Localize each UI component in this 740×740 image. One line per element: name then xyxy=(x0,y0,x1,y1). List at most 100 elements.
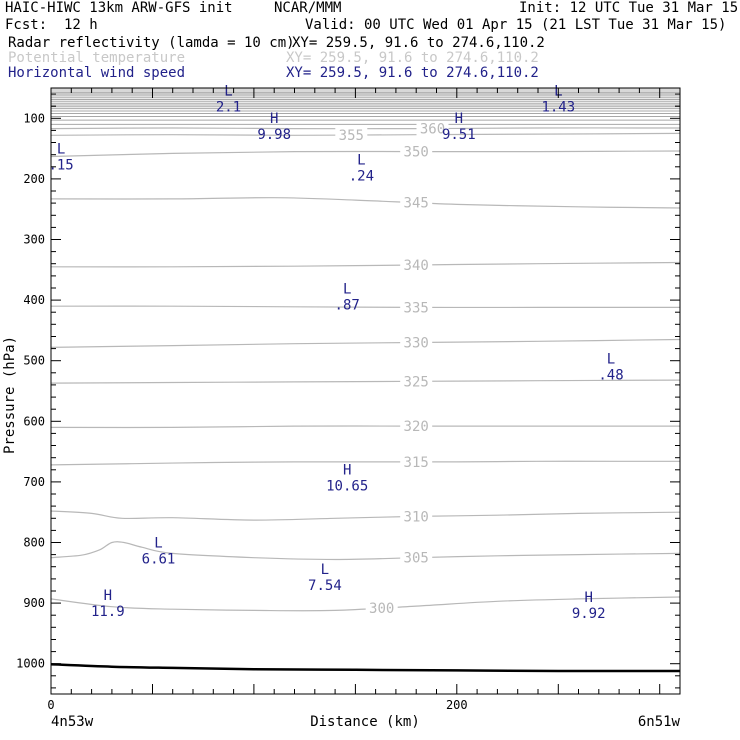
wind-extremum-value: 9.92 xyxy=(572,606,606,622)
theta-label-bg xyxy=(416,121,449,136)
wind-extremum-high-marker: H xyxy=(343,463,351,479)
y-tick-label: 800 xyxy=(23,536,45,550)
theta-label-bg xyxy=(400,550,433,565)
upper-contour-group xyxy=(51,92,680,125)
wind-extremum-low-marker: L xyxy=(343,281,351,297)
upper-contour-band xyxy=(51,88,680,93)
wind-extremum-value: .87 xyxy=(335,297,360,313)
theta-label-355: 355 xyxy=(339,128,364,144)
wind-extremum-value: 9.98 xyxy=(257,127,291,143)
y-axis-ticks: 100 200 300 400 500 600 700 800 900 1000 xyxy=(16,93,680,689)
theta-label-bg xyxy=(400,509,433,524)
theta-contour-335 xyxy=(51,305,680,309)
y-tick-label: 300 xyxy=(23,233,45,247)
theta-label-305: 305 xyxy=(404,551,429,567)
theta-label-bg xyxy=(335,128,368,142)
terrain-group xyxy=(51,663,680,673)
x-tick-label: 200 xyxy=(446,698,468,712)
field-theta-name: Potential temperature xyxy=(8,50,186,66)
theta-label-bg xyxy=(400,419,433,434)
y-tick-label: 500 xyxy=(23,354,45,368)
wind-extremum-low-marker: L xyxy=(607,352,615,368)
wind-extremum-high-marker: H xyxy=(584,590,592,606)
theta-label-360: 360 xyxy=(420,122,445,138)
y-tick-label: 200 xyxy=(23,172,45,186)
theta-label-320: 320 xyxy=(404,419,429,435)
wind-extremum-high-marker: H xyxy=(104,588,112,604)
theta-contour-350 xyxy=(51,150,680,158)
wind-extremum-value: .48 xyxy=(598,368,623,384)
theta-label-bg xyxy=(400,195,433,210)
wind-extremum-low-marker: L xyxy=(357,152,365,168)
wind-extremum-value: .15 xyxy=(48,157,73,173)
wind-extremum-value: 9.51 xyxy=(442,127,476,143)
left-endpoint-label: 4n53w xyxy=(51,714,94,730)
y-axis-title: Pressure (hPa) xyxy=(2,336,18,454)
theta-label-bg xyxy=(400,300,433,315)
field-wind-xy: XY= 259.5, 91.6 to 274.6,110.2 xyxy=(286,65,539,81)
wind-extremum-value: 10.65 xyxy=(326,479,368,495)
forecast-label: Fcst: xyxy=(5,17,48,33)
y-tick-label: 400 xyxy=(23,293,45,307)
theta-contour-group xyxy=(51,127,680,612)
theta-label-bg xyxy=(400,374,433,389)
theta-contour-325 xyxy=(51,379,680,384)
y-tick-label: 600 xyxy=(23,414,45,428)
theta-label-bg xyxy=(400,454,433,469)
theta-label-310: 310 xyxy=(404,509,429,525)
wind-extremum-low-marker: L xyxy=(224,83,232,99)
theta-label-350: 350 xyxy=(404,145,429,161)
wind-extremum-high-marker: H xyxy=(270,111,278,127)
forecast-hour: 12 h xyxy=(64,17,98,33)
field-wind-name: Horizontal wind speed xyxy=(8,65,186,81)
theta-label-330: 330 xyxy=(404,336,429,352)
field-reflectivity-xy: XY= 259.5, 91.6 to 274.6,110.2 xyxy=(292,35,545,51)
theta-label-300: 300 xyxy=(369,601,394,617)
theta-label-bg xyxy=(400,258,433,272)
theta-label-335: 335 xyxy=(404,300,429,316)
y-tick-label: 100 xyxy=(23,111,45,125)
wind-extremum-value: 1.43 xyxy=(541,99,575,115)
wind-extremum-low-marker: L xyxy=(321,562,329,578)
x-axis-ticks: 0 200 xyxy=(47,88,661,712)
wind-extremum-low-marker: L xyxy=(154,535,162,551)
wind-extremum-value: 6.61 xyxy=(142,551,176,567)
valid-time: Valid: 00 UTC Wed 01 Apr 15 (21 LST Tue … xyxy=(305,17,727,33)
y-tick-label: 900 xyxy=(23,596,45,610)
theta-label-bg xyxy=(400,335,433,350)
terrain-surface-line xyxy=(51,663,680,673)
theta-contour-305 xyxy=(51,541,680,561)
theta-contour-320 xyxy=(51,425,680,429)
theta-label-345: 345 xyxy=(404,196,429,212)
theta-contour-315 xyxy=(51,460,680,466)
theta-label-340: 340 xyxy=(404,258,429,274)
wind-extremum-value: 11.9 xyxy=(91,604,125,620)
theta-label-bg xyxy=(400,144,433,159)
model-title: HAIC-HIWC 13km ARW-GFS init xyxy=(5,0,233,16)
theta-contour-345 xyxy=(51,197,680,209)
x-axis-title: Distance (km) xyxy=(310,714,420,730)
wind-extremum-value: 2.1 xyxy=(216,99,241,115)
right-endpoint-label: 6n51w xyxy=(638,714,681,730)
theta-contour-300 xyxy=(51,596,680,612)
theta-contour-310 xyxy=(51,510,680,521)
wind-extremum-value: 7.54 xyxy=(308,578,342,594)
y-tick-label: 1000 xyxy=(16,657,45,671)
theta-label-group: 300 305 310 315 320 325 330 335 340 345 350 355 360 xyxy=(335,121,449,617)
field-reflectivity-name: Radar reflectivity (lamda = 10 cm) xyxy=(8,35,295,51)
theta-label-bg xyxy=(365,600,398,615)
wind-extremum-high-marker: H xyxy=(455,111,463,127)
x-tick-label: 0 xyxy=(47,698,54,712)
theta-contour-340 xyxy=(51,261,680,268)
org-label: NCAR/MMM xyxy=(274,0,342,16)
wind-extremum-low-marker: L xyxy=(57,141,65,157)
theta-contour-330 xyxy=(51,338,680,348)
y-tick-label: 700 xyxy=(23,475,45,489)
plot-frame xyxy=(50,87,681,695)
theta-label-315: 315 xyxy=(404,455,429,471)
init-time: Init: 12 UTC Tue 31 Mar 15 xyxy=(519,0,739,16)
wind-extremum-value: .24 xyxy=(349,168,374,184)
field-theta-xy: XY= 259.5, 91.6 to 274.6,110.2 xyxy=(286,50,539,66)
